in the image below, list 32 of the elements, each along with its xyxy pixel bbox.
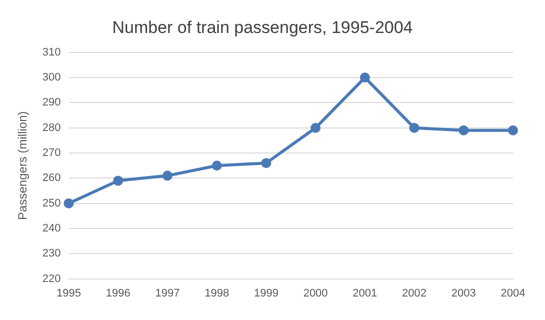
point [458,125,469,136]
y-axis-title: Passengers (million) [16,111,30,220]
y-tick-label: 300 [42,72,61,84]
point [212,160,222,171]
y-tick-label: 310 [42,46,61,58]
y-tick-label: 290 [42,96,61,109]
point [162,170,172,181]
point [113,176,124,186]
y-tick-label: 250 [42,197,61,210]
y-tick-label: 230 [42,248,61,260]
point [360,72,370,83]
point [64,198,74,208]
y-tick-label: 280 [42,122,61,134]
x-tick-label: 1996 [106,287,130,300]
point [508,125,518,136]
y-tick-label: 260 [42,172,61,184]
x-tick-label: 1997 [155,287,180,300]
x-tick-label: 2002 [402,287,427,300]
x-tick-label: 1998 [204,287,230,300]
y-tick-label: 270 [42,147,61,160]
x-tick-label: 2001 [352,287,378,300]
x-tick-label: 2004 [500,287,526,300]
point [261,158,272,168]
x-tick-label: 2000 [303,287,328,300]
x-tick-label: 1999 [254,287,278,300]
y-tick-label: 220 [42,272,61,285]
x-tick-label: 2003 [451,287,476,300]
point [310,122,321,133]
x-tick-label: 1995 [56,287,81,300]
chart-title: Number of train passengers, 1995-2004 [112,18,413,37]
point [409,122,420,133]
y-tick-label: 240 [42,222,61,235]
